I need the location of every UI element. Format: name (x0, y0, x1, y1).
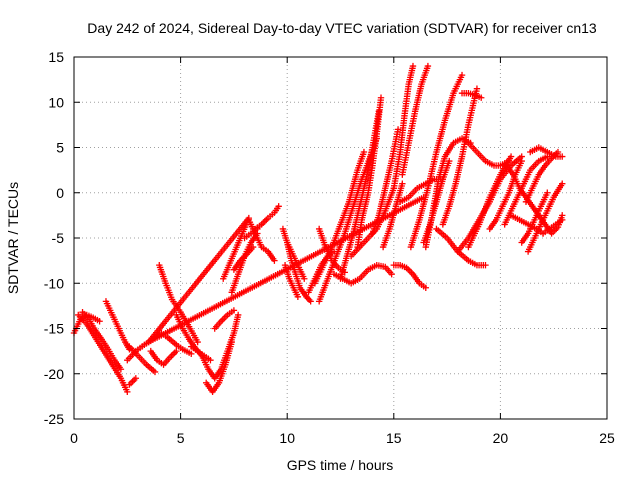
series-arc-42 (433, 225, 489, 269)
data-point (505, 157, 513, 165)
data-point (559, 216, 566, 224)
y-tick-label: -15 (44, 321, 64, 337)
data-points (70, 62, 566, 396)
x-tick-label: 25 (599, 430, 615, 446)
data-point (422, 284, 429, 291)
data-point (458, 71, 466, 79)
y-tick-label: 5 (56, 140, 64, 156)
series-arc-36 (399, 62, 432, 178)
series-arc-18 (245, 216, 278, 264)
series-arc-39 (407, 71, 466, 251)
data-point (301, 275, 308, 282)
data-point (518, 157, 525, 165)
data-point (399, 180, 406, 187)
data-point (559, 153, 566, 160)
series-arc-15 (211, 307, 238, 332)
data-point (424, 62, 432, 70)
data-point (420, 194, 427, 201)
series-arc-27 (315, 135, 380, 305)
series-arc-05 (126, 343, 159, 376)
data-point (188, 350, 195, 358)
series-arc-02 (75, 311, 131, 396)
data-point (388, 271, 395, 278)
y-tick-label: -10 (44, 275, 64, 291)
data-point (307, 298, 314, 305)
y-tick-label: 10 (48, 94, 64, 110)
data-point (507, 153, 515, 160)
y-tick-label: 15 (48, 49, 64, 65)
series-arc-26 (311, 148, 368, 287)
data-point (117, 366, 125, 373)
data-point (271, 257, 278, 264)
y-tick-label: -20 (44, 366, 64, 382)
y-tick-label: -25 (44, 411, 64, 427)
data-point (207, 356, 214, 364)
series-arc-17 (230, 243, 257, 273)
series-arc-13 (202, 338, 235, 396)
x-tick-label: 10 (279, 430, 295, 446)
data-point (230, 307, 238, 314)
data-point (409, 62, 417, 70)
data-point (96, 318, 103, 325)
data-point (173, 347, 180, 355)
y-tick-label: -5 (52, 230, 65, 246)
series-arc-20 (241, 225, 261, 242)
data-point (559, 180, 566, 187)
series-arc-29 (330, 261, 395, 287)
series-arc-04 (102, 298, 133, 353)
x-tick-label: 5 (177, 430, 185, 446)
data-point (446, 157, 453, 165)
axis-ticks (73, 56, 608, 420)
data-point (254, 225, 261, 233)
data-point (377, 94, 385, 101)
x-tick-label: 15 (386, 430, 402, 446)
data-point (151, 368, 159, 376)
x-tick-labels: 0 5 10 15 20 25 (70, 430, 615, 446)
x-tick-label: 20 (493, 430, 509, 446)
data-point (478, 94, 485, 101)
series-arc-54 (522, 148, 562, 205)
series-arc-08 (147, 347, 180, 368)
x-axis-label: GPS time / hours (287, 457, 394, 473)
series-arc-14 (198, 311, 242, 382)
data-point (482, 261, 489, 269)
series-arc-33 (379, 180, 406, 251)
series-arc-43 (458, 90, 485, 101)
series-arc-22 (284, 239, 314, 305)
chart-title: Day 242 of 2024, Sidereal Day-to-day VTE… (87, 20, 597, 36)
series-arc-52 (524, 180, 566, 255)
data-point (194, 338, 201, 346)
series-arc-48 (501, 153, 551, 228)
series-arc-34 (390, 261, 429, 291)
series-arc-35 (390, 62, 417, 192)
data-point (234, 311, 242, 319)
series-arc-32 (369, 126, 402, 237)
series-arc-47 (486, 157, 525, 233)
data-point (249, 243, 257, 251)
series-arc-03 (79, 309, 125, 373)
series-isolated (145, 194, 427, 346)
data-point (473, 85, 481, 92)
data-point (394, 126, 402, 133)
series-arc-10 (156, 261, 201, 346)
y-axis-label: SDTVAR / TECUs (5, 182, 21, 294)
data-point (544, 189, 551, 196)
data-point (124, 388, 131, 396)
y-tick-label: 0 (56, 185, 64, 201)
y-tick-labels: -25 -20 -15 -10 -5 0 5 10 15 (44, 49, 64, 427)
data-point (360, 148, 368, 156)
data-point (294, 293, 302, 301)
data-point (554, 148, 562, 156)
series-arc-56 (539, 216, 566, 237)
data-point (275, 203, 282, 210)
x-tick-label: 0 (70, 430, 78, 446)
series-arc-41 (439, 85, 481, 228)
series-arc-07 (126, 375, 140, 388)
data-point (132, 375, 140, 382)
